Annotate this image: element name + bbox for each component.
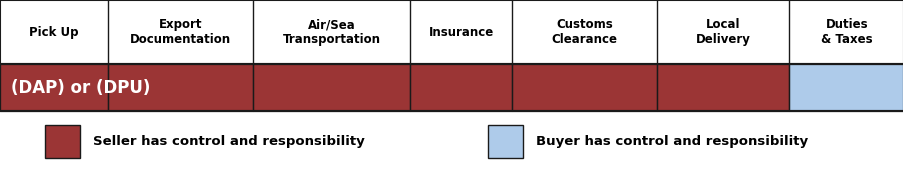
- Bar: [409, 64, 512, 111]
- Bar: [108, 64, 253, 111]
- Text: (DAP) or (DPU): (DAP) or (DPU): [11, 79, 150, 97]
- Text: Local
Delivery: Local Delivery: [695, 18, 749, 46]
- Bar: [0, 64, 903, 111]
- Text: Buyer has control and responsibility: Buyer has control and responsibility: [535, 135, 807, 148]
- Text: Seller has control and responsibility: Seller has control and responsibility: [93, 135, 365, 148]
- Bar: [788, 64, 903, 111]
- Bar: [45, 125, 79, 158]
- Text: Insurance: Insurance: [428, 26, 493, 39]
- Text: Customs
Clearance: Customs Clearance: [551, 18, 617, 46]
- Bar: [512, 64, 656, 111]
- Text: Export
Documentation: Export Documentation: [130, 18, 231, 46]
- Bar: [488, 125, 522, 158]
- Text: Duties
& Taxes: Duties & Taxes: [820, 18, 871, 46]
- Text: Pick Up: Pick Up: [30, 26, 79, 39]
- Bar: [253, 64, 409, 111]
- Text: Air/Sea
Transportation: Air/Sea Transportation: [282, 18, 380, 46]
- Bar: [0, 64, 108, 111]
- Bar: [656, 64, 788, 111]
